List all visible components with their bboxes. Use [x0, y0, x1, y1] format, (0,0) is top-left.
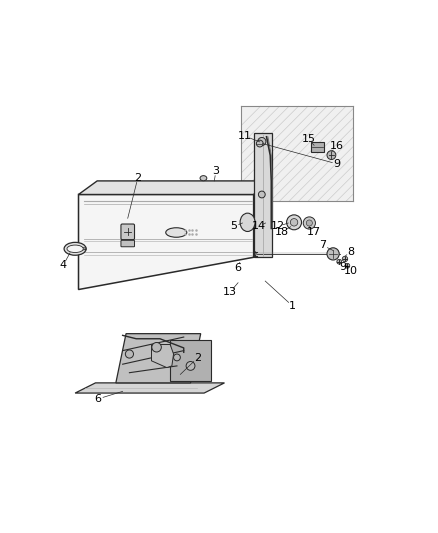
Polygon shape	[75, 383, 224, 393]
Text: 12: 12	[271, 221, 285, 231]
Text: 11: 11	[238, 131, 252, 141]
Circle shape	[152, 343, 161, 352]
FancyBboxPatch shape	[121, 240, 134, 247]
Ellipse shape	[240, 213, 255, 231]
Circle shape	[327, 151, 336, 159]
Ellipse shape	[64, 243, 86, 255]
Circle shape	[258, 138, 266, 146]
Circle shape	[256, 140, 263, 147]
Text: 17: 17	[306, 227, 321, 237]
Text: 16: 16	[329, 141, 343, 151]
Circle shape	[125, 350, 134, 358]
Polygon shape	[116, 334, 201, 383]
Text: 2: 2	[134, 173, 141, 182]
Circle shape	[290, 219, 298, 226]
Polygon shape	[254, 181, 272, 257]
FancyBboxPatch shape	[311, 142, 324, 152]
Polygon shape	[152, 344, 173, 368]
Text: 7: 7	[319, 240, 326, 251]
Text: 13: 13	[223, 287, 237, 297]
Text: 15: 15	[302, 134, 316, 144]
FancyBboxPatch shape	[121, 224, 134, 240]
Circle shape	[173, 354, 180, 361]
Text: 1: 1	[289, 301, 296, 311]
Text: 10: 10	[344, 266, 358, 276]
Polygon shape	[254, 133, 272, 257]
Polygon shape	[241, 106, 353, 201]
Polygon shape	[170, 341, 211, 381]
Ellipse shape	[306, 220, 312, 226]
Ellipse shape	[303, 217, 315, 229]
Polygon shape	[78, 195, 254, 289]
Text: 6: 6	[95, 394, 102, 404]
Circle shape	[186, 361, 195, 370]
Ellipse shape	[67, 245, 83, 253]
Text: 4: 4	[60, 260, 67, 270]
Ellipse shape	[200, 176, 207, 181]
Text: 9: 9	[334, 159, 341, 169]
Circle shape	[345, 263, 350, 268]
Text: 3: 3	[212, 166, 219, 176]
Text: 5: 5	[230, 221, 237, 231]
Circle shape	[342, 256, 348, 262]
Text: 18: 18	[275, 227, 289, 237]
Circle shape	[337, 260, 342, 264]
Ellipse shape	[166, 228, 187, 237]
Circle shape	[286, 215, 301, 230]
Text: 2: 2	[194, 353, 201, 363]
Text: 6: 6	[235, 263, 241, 273]
Text: 9: 9	[339, 262, 346, 272]
Circle shape	[327, 248, 339, 260]
Text: 14: 14	[251, 221, 265, 231]
Text: 8: 8	[347, 247, 354, 256]
Circle shape	[258, 191, 265, 198]
Polygon shape	[78, 181, 272, 195]
